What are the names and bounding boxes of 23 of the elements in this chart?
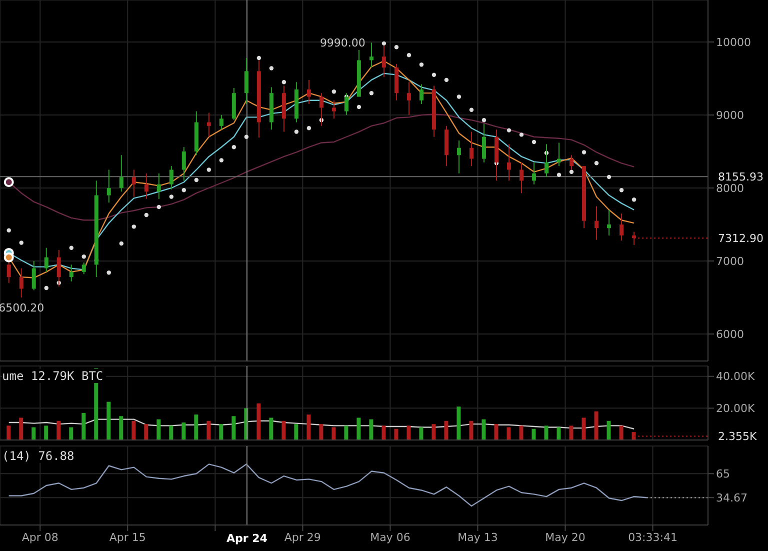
x-tick-label: May 20 bbox=[545, 530, 586, 544]
x-tick-label: May 13 bbox=[458, 530, 498, 544]
ref-line-label: 2.355K bbox=[718, 430, 758, 444]
y-tick-label: 34.67 bbox=[716, 492, 748, 505]
y-tick-label: 65 bbox=[716, 468, 730, 481]
x-tick-label: 03:33:41 bbox=[628, 530, 678, 544]
chart-title: ume 12.79K BTC bbox=[2, 369, 106, 383]
y-tick-label: 7000 bbox=[716, 254, 744, 268]
y-tick-label: 9000 bbox=[716, 108, 744, 122]
y-tick-label: 40.00K bbox=[716, 370, 756, 384]
annotation: 9990.00 bbox=[320, 36, 366, 50]
chart-title: (14) 76.88 bbox=[2, 449, 78, 463]
y-tick-label: 6000 bbox=[716, 328, 744, 341]
ref-line-label: 8155.93 bbox=[718, 170, 764, 184]
y-tick-label: 10000 bbox=[716, 36, 751, 49]
x-tick-label: Apr 29 bbox=[284, 530, 321, 544]
ref-line-label: 7312.90 bbox=[718, 232, 764, 246]
y-tick-label: 8000 bbox=[716, 182, 744, 195]
x-tick-label: Apr 15 bbox=[109, 530, 146, 544]
ref-line-label: Apr 24 bbox=[226, 532, 268, 545]
y-tick-label: 20.00K bbox=[716, 402, 756, 416]
x-tick-label: May 06 bbox=[370, 530, 410, 544]
x-tick-label: Apr 08 bbox=[22, 530, 58, 544]
